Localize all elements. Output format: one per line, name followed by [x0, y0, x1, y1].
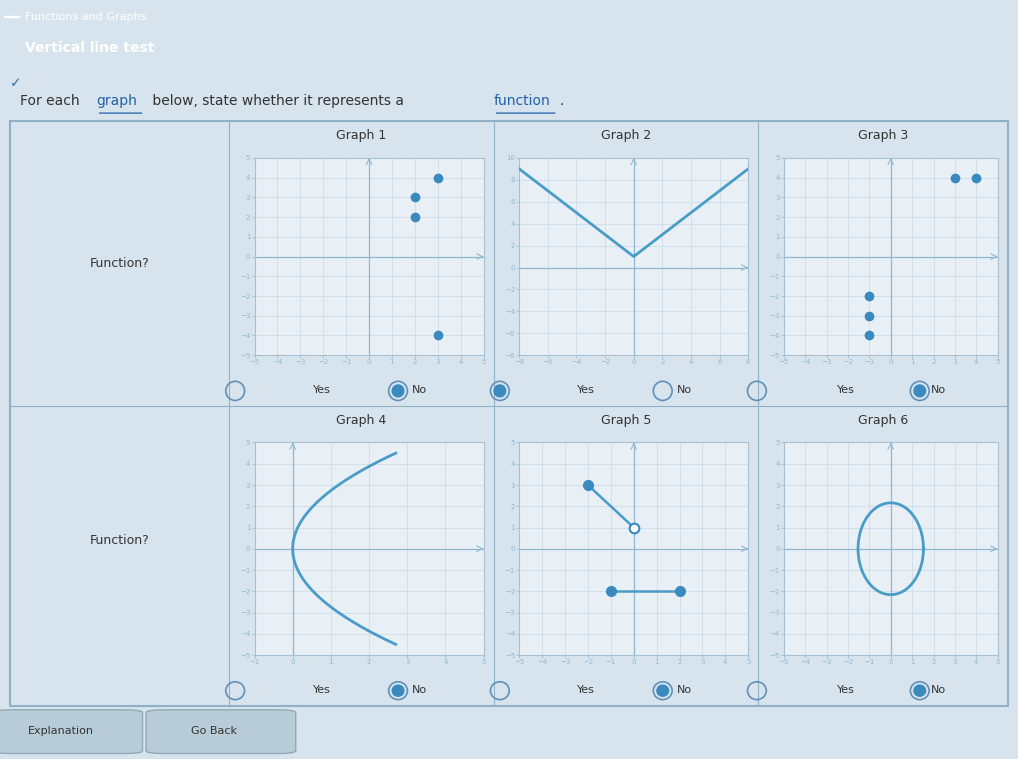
- Circle shape: [494, 385, 506, 397]
- Text: No: No: [930, 685, 946, 695]
- FancyBboxPatch shape: [0, 710, 143, 754]
- Text: graph: graph: [97, 93, 137, 108]
- Text: .: .: [560, 93, 564, 108]
- Text: Functions and Graphs: Functions and Graphs: [25, 12, 147, 22]
- Circle shape: [392, 685, 404, 696]
- FancyBboxPatch shape: [146, 710, 295, 754]
- Text: Go Back: Go Back: [190, 726, 237, 735]
- Text: No: No: [677, 685, 692, 695]
- Text: No: No: [677, 385, 692, 395]
- Text: below, state whether it represents a: below, state whether it represents a: [148, 93, 408, 108]
- Text: Graph 5: Graph 5: [601, 414, 652, 427]
- Text: Vertical line test: Vertical line test: [25, 41, 155, 55]
- Text: Yes: Yes: [577, 385, 596, 395]
- Text: Yes: Yes: [313, 685, 331, 695]
- Circle shape: [392, 385, 404, 397]
- Text: Graph 2: Graph 2: [601, 129, 652, 143]
- Text: Explanation: Explanation: [27, 726, 94, 735]
- Text: function: function: [494, 93, 551, 108]
- Text: No: No: [930, 385, 946, 395]
- Circle shape: [657, 685, 669, 696]
- Text: For each: For each: [20, 93, 84, 108]
- Text: ✓: ✓: [9, 77, 21, 90]
- Text: Function?: Function?: [90, 534, 150, 547]
- Text: Function?: Function?: [90, 257, 150, 270]
- Text: Graph 6: Graph 6: [858, 414, 908, 427]
- Text: Yes: Yes: [577, 685, 596, 695]
- Text: Yes: Yes: [313, 385, 331, 395]
- Circle shape: [914, 685, 925, 696]
- Text: Yes: Yes: [837, 385, 855, 395]
- Text: Yes: Yes: [837, 685, 855, 695]
- Text: Graph 3: Graph 3: [858, 129, 908, 143]
- Text: No: No: [412, 685, 428, 695]
- Text: No: No: [412, 385, 428, 395]
- Circle shape: [914, 385, 925, 397]
- Text: Graph 4: Graph 4: [336, 414, 387, 427]
- Text: Graph 1: Graph 1: [336, 129, 387, 143]
